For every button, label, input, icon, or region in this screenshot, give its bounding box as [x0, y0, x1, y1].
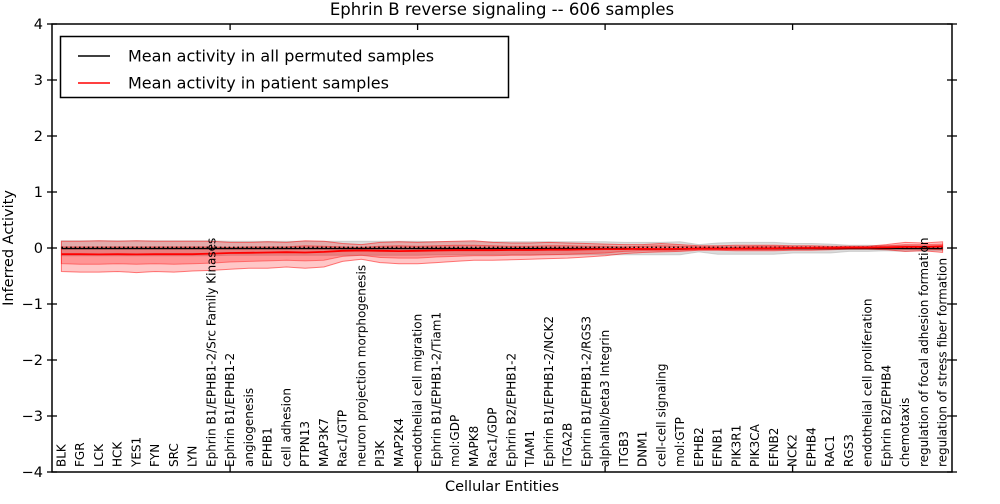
x-category-label: regulation of focal adhesion formation — [917, 238, 931, 467]
x-category-label: TIAM1 — [523, 430, 537, 468]
x-category-label: ITGB3 — [617, 431, 631, 467]
legend-box — [59, 35, 510, 99]
x-category-label: PI3K — [373, 440, 387, 467]
x-category-label: MAPK8 — [467, 426, 481, 467]
x-category-label: Ephrin B2/EPHB1-2 — [504, 353, 518, 467]
series-layer — [61, 245, 943, 256]
x-category-label: DNM1 — [636, 431, 650, 467]
x-category-label: Rac1/GDP — [486, 408, 500, 467]
x-category-label: NCK2 — [786, 434, 800, 467]
x-category-label: MAP2K4 — [392, 418, 406, 467]
x-category-label: PIK3CA — [748, 423, 762, 467]
y-tick-label: 4 — [34, 17, 43, 33]
x-category-label: FGR — [73, 442, 87, 467]
y-tick-label: 0 — [34, 241, 43, 257]
x-category-label: Ephrin B1/EPHB1-2/Tiam1 — [429, 312, 443, 467]
x-category-label: EPHB2 — [692, 427, 706, 467]
x-category-label: chemotaxis — [898, 398, 912, 467]
y-tick-label: −1 — [22, 297, 43, 313]
x-category-label: ITGA2B — [561, 423, 575, 467]
x-category-label: BLK — [54, 443, 68, 467]
y-tick-label: 2 — [34, 129, 43, 145]
x-category-label: endothelial cell proliferation — [861, 299, 875, 467]
Mean-activity-in-patient-samples-series — [61, 245, 943, 256]
y-tick-label: −3 — [22, 409, 43, 425]
chart-title: Ephrin B reverse signaling -- 606 sample… — [330, 0, 674, 19]
x-category-label: Rac1/GTP — [336, 410, 350, 467]
x-category-label: SRC — [167, 443, 181, 467]
x-category-label: FYN — [148, 444, 162, 467]
x-category-label: Ephrin B1/EPHB1-2/RGS3 — [579, 316, 593, 467]
x-category-label: regulation of stress fiber formation — [936, 258, 950, 467]
x-category-label: LYN — [186, 446, 200, 467]
plot-frame — [51, 23, 953, 473]
x-category-label: EFNB1 — [711, 428, 725, 467]
x-category-label: HCK — [111, 441, 125, 467]
x-category-label: YES1 — [129, 437, 143, 468]
x-category-label: PIK3R1 — [729, 425, 743, 467]
x-category-label: Ephrin B1/EPHB1-2 — [223, 353, 237, 467]
y-tick-label: 3 — [34, 73, 43, 89]
x-category-label: cell-cell signaling — [654, 364, 668, 468]
x-category-label: Ephrin B2/EPHB4 — [879, 365, 893, 467]
x-category-label: EFNB2 — [767, 428, 781, 467]
y-tick-label: −2 — [22, 353, 43, 369]
legend-label-permuted: Mean activity in all permuted samples — [128, 47, 434, 66]
y-axis-label: Inferred Activity — [1, 190, 17, 306]
bands-layer — [60, 240, 944, 274]
x-axis-label: Cellular Entities — [445, 479, 559, 495]
x-category-label: neuron projection morphogenesis — [354, 265, 368, 467]
y-tick-label: 1 — [34, 185, 43, 201]
x-category-label: EPHB1 — [261, 427, 275, 467]
x-category-label: angiogenesis — [242, 388, 256, 467]
x-category-label: mol:GTP — [673, 417, 687, 467]
legend: Mean activity in all permuted samples Me… — [59, 35, 510, 99]
x-category-label: mol:GDP — [448, 415, 462, 467]
x-category-label: Ephrin B1/EPHB1-2/NCK2 — [542, 316, 556, 467]
x-category-label: alphaIIb/beta3 Integrin — [598, 330, 612, 467]
x-category-label: endothelial cell migration — [411, 314, 425, 467]
x-category-labels: BLK FGR LCK HCK YES1 FYN SRC LYN Ephrin B1/EPHB1… — [54, 238, 949, 468]
x-category-label: PTPN13 — [298, 421, 312, 467]
x-category-label: MAP3K7 — [317, 418, 331, 467]
legend-label-patient: Mean activity in patient samples — [128, 74, 389, 93]
x-category-label: cell adhesion — [279, 388, 293, 467]
x-category-label: Ephrin B1/EPHB1-2/Src Family Kinases — [204, 238, 218, 467]
x-category-label: LCK — [92, 443, 106, 467]
x-category-label: RAC1 — [823, 435, 837, 467]
x-category-label: RGS3 — [842, 434, 856, 467]
x-category-label: EPHB4 — [804, 427, 818, 467]
y-tick-label: −4 — [22, 465, 43, 481]
